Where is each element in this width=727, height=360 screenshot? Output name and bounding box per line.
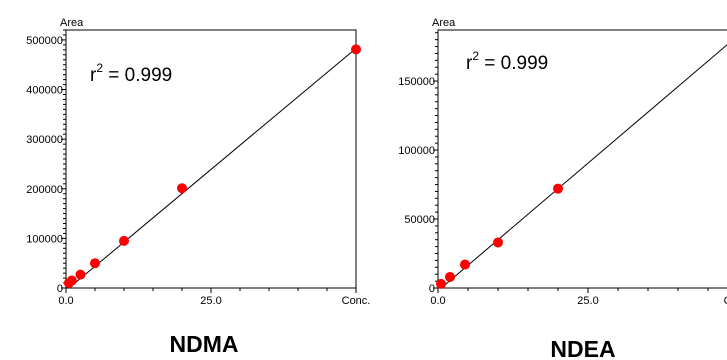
ndma-x-tick-label: Conc. — [342, 295, 371, 307]
ndma-y-tick-label: 100000 — [26, 233, 63, 245]
ndea-x-tick-labels: 0.0 25.0 Conc. — [430, 295, 727, 307]
ndma-data-point — [90, 258, 100, 269]
ndma-caption: NDMA — [170, 331, 239, 357]
ndma-y-axis-label: Area — [60, 17, 84, 29]
ndea-caption: NDEA — [550, 336, 615, 360]
chart-ndea: 0 50000 100000 150000 0.0 25.0 Conc. Area r2 … — [398, 17, 727, 360]
ndea-data-point — [553, 183, 563, 194]
ndma-y-tick-label: 300000 — [26, 134, 63, 146]
ndma-data-point — [66, 275, 77, 286]
ndma-r2-superscript: 2 — [96, 61, 103, 75]
ndea-data-point — [493, 237, 503, 248]
ndea-r2-superscript: 2 — [472, 49, 479, 63]
ndma-data-point — [75, 269, 86, 280]
ndma-y-tick-label: 500000 — [26, 35, 63, 47]
ndea-x-tick-label: Conc. — [724, 295, 727, 307]
ndea-y-tick-label: 100000 — [398, 145, 435, 157]
ndma-fit-line — [68, 47, 357, 289]
ndma-y-tick-label: 400000 — [26, 85, 63, 97]
ndma-y-tick-label: 0 — [57, 283, 63, 295]
ndea-points — [436, 183, 563, 289]
ndea-y-tick-labels: 0 50000 100000 150000 — [398, 76, 435, 295]
ndma-points — [63, 44, 361, 289]
ndea-y-tick-label: 50000 — [404, 214, 435, 226]
ndma-r2-value: = 0.999 — [103, 65, 172, 86]
ndea-y-ticks — [433, 32, 438, 289]
ndma-y-ticks — [61, 29, 66, 289]
ndma-r2-prefix: r — [90, 65, 97, 86]
ndea-y-tick-label: 150000 — [398, 76, 435, 88]
ndea-x-tick-label: 25.0 — [577, 295, 598, 307]
ndea-data-point — [445, 271, 455, 282]
chart-ndma: 0 100000 200000 300000 400000 500000 0.0 25.0 C… — [26, 17, 370, 357]
ndea-y-tick-label: 0 — [429, 283, 435, 295]
ndea-data-point — [460, 259, 470, 270]
ndma-x-tick-label: 25.0 — [200, 295, 221, 307]
ndea-x-ticks — [437, 288, 709, 293]
ndea-r2-annotation: r2 = 0.999 — [466, 49, 548, 74]
ndea-data-point — [436, 278, 446, 289]
ndma-x-tick-label: 0.0 — [58, 295, 73, 307]
ndma-data-point — [119, 235, 129, 246]
ndma-y-tick-label: 200000 — [26, 184, 63, 196]
ndea-fit-line — [441, 44, 727, 289]
ndma-r2-annotation: r2 = 0.999 — [90, 61, 172, 86]
ndea-y-axis-label: Area — [432, 17, 456, 29]
ndma-data-point — [177, 183, 187, 194]
ndma-x-tick-labels: 0.0 25.0 Conc. — [58, 295, 370, 307]
ndma-data-point — [351, 44, 361, 55]
ndma-y-tick-labels: 0 100000 200000 300000 400000 500000 — [26, 35, 63, 295]
ndea-r2-value: = 0.999 — [479, 53, 548, 74]
ndma-x-ticks — [65, 288, 357, 293]
ndea-r2-prefix: r — [466, 53, 473, 74]
ndea-x-tick-label: 0.0 — [430, 295, 445, 307]
